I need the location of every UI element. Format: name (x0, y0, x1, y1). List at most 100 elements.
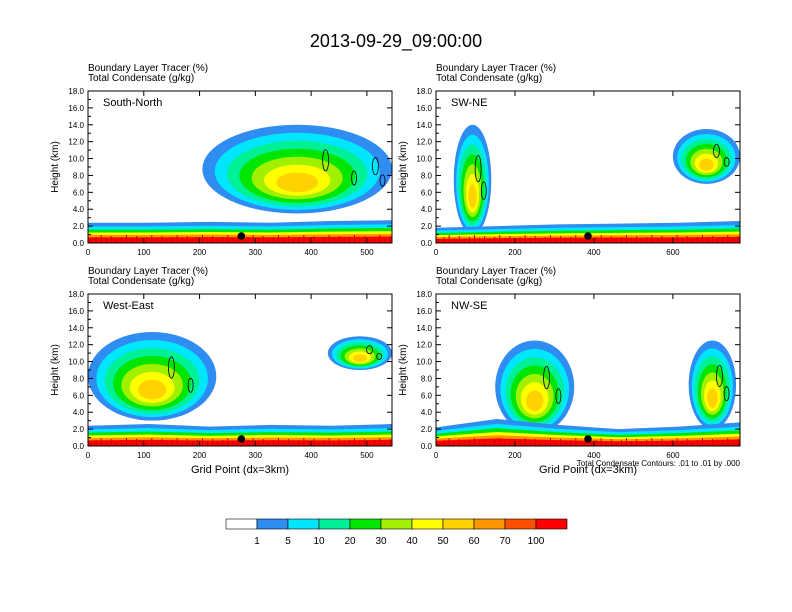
y-tick-label: 4.0 (73, 205, 85, 214)
panel-sw-ne: Boundary Layer Tracer (%)Total Condensat… (398, 63, 741, 257)
boundary-band (88, 439, 392, 446)
contour-line (351, 170, 357, 186)
y-tick-label: 2.0 (421, 425, 433, 434)
contour-line (480, 181, 487, 200)
y-tick-label: 16.0 (68, 104, 84, 113)
x-tick-label: 600 (666, 451, 680, 460)
panel-west-east: Boundary Layer Tracer (%)Total Condensat… (50, 266, 393, 476)
y-tick-label: 0.0 (421, 442, 433, 451)
x-tick-label: 400 (304, 451, 318, 460)
location-marker (237, 435, 246, 443)
x-axis-label: Grid Point (dx=3km) (191, 464, 289, 476)
x-tick-label: 100 (137, 451, 151, 460)
x-tick-label: 300 (249, 248, 263, 257)
x-tick-label: 100 (137, 248, 151, 257)
subtitle-condensate: Total Condensate (g/kg) (436, 73, 542, 84)
x-tick-label: 200 (508, 451, 522, 460)
y-tick-label: 14.0 (416, 324, 432, 333)
y-tick-label: 10.0 (416, 155, 432, 164)
y-tick-label: 2.0 (73, 222, 85, 231)
panel-title: NW-SE (451, 300, 487, 312)
y-tick-label: 10.0 (68, 155, 84, 164)
colorbar-swatch (504, 518, 537, 530)
y-tick-label: 16.0 (68, 307, 84, 316)
condensate-contours (322, 149, 386, 187)
contour-line (379, 174, 386, 187)
y-tick-label: 8.0 (421, 374, 433, 383)
colorbar-label: 100 (528, 536, 545, 547)
x-tick-label: 0 (434, 451, 439, 460)
cloud-layer (707, 388, 718, 408)
colorbar-label: 30 (375, 536, 387, 547)
colorbar-label: 5 (285, 536, 291, 547)
main-title: 2013-09-29_09:00:00 (309, 31, 483, 51)
y-tick-label: 18.0 (68, 87, 84, 96)
y-tick-label: 12.0 (416, 341, 432, 350)
y-tick-label: 16.0 (416, 307, 432, 316)
contour-line (187, 377, 194, 393)
cloud-feature-column (688, 340, 737, 430)
x-axis-label: Grid Point (dx=3km) (539, 464, 637, 476)
cloud-feature-anvil (202, 124, 392, 214)
y-tick-label: 14.0 (416, 121, 432, 130)
plot-area (436, 294, 740, 446)
colorbar-label: 20 (344, 536, 356, 547)
boundary-band (436, 236, 740, 243)
contour-line (713, 143, 720, 158)
x-tick-label: 600 (666, 248, 680, 257)
cloud-feature-column (495, 340, 575, 434)
contour-line (376, 353, 383, 360)
colorbar-swatch (411, 518, 444, 530)
cloud-feature-anvil (672, 129, 740, 184)
y-axis-label: Height (km) (398, 141, 409, 193)
x-tick-label: 200 (193, 451, 207, 460)
contour-line (322, 149, 330, 172)
x-tick-label: 0 (86, 248, 91, 257)
y-axis-label: Height (km) (398, 344, 409, 396)
panel-nw-se: Boundary Layer Tracer (%)Total Condensat… (398, 266, 741, 476)
subtitle-tracer: Boundary Layer Tracer (%) (88, 266, 208, 277)
plot-area (88, 294, 392, 446)
subtitle-condensate: Total Condensate (g/kg) (88, 276, 194, 287)
colorbar-label: 40 (406, 536, 418, 547)
colorbar-swatch (287, 518, 320, 530)
condensate-contours (167, 345, 383, 393)
contour-line (555, 388, 562, 405)
y-tick-label: 12.0 (68, 341, 84, 350)
colorbar-label: 50 (437, 536, 449, 547)
contour-line (723, 386, 730, 402)
colorbar-swatch (349, 518, 382, 530)
y-tick-label: 0.0 (421, 239, 433, 248)
y-tick-label: 8.0 (73, 171, 85, 180)
contour-line (716, 364, 723, 387)
y-tick-label: 8.0 (421, 171, 433, 180)
colorbar-label: 70 (499, 536, 511, 547)
y-tick-label: 18.0 (416, 290, 432, 299)
subtitle-tracer: Boundary Layer Tracer (%) (436, 266, 556, 277)
y-tick-label: 6.0 (421, 188, 433, 197)
boundary-layer (88, 424, 392, 446)
x-tick-label: 500 (360, 451, 374, 460)
y-tick-label: 18.0 (68, 290, 84, 299)
condensate-contours (474, 143, 730, 200)
cloud-feature-anvil (88, 332, 217, 421)
cloud-layer (276, 172, 319, 193)
subtitle-condensate: Total Condensate (g/kg) (88, 73, 194, 84)
colorbar-swatch (318, 518, 351, 530)
y-tick-label: 6.0 (73, 188, 85, 197)
contour-line (167, 356, 175, 379)
contour-line (474, 155, 482, 183)
plot-area (88, 91, 392, 243)
x-tick-label: 0 (86, 451, 91, 460)
colorbar-swatch (442, 518, 475, 530)
y-tick-label: 10.0 (416, 358, 432, 367)
y-tick-label: 4.0 (421, 408, 433, 417)
cloud-layer (526, 390, 544, 412)
location-marker (584, 232, 592, 240)
cloud-feature-column (453, 124, 492, 235)
boundary-layer (436, 221, 740, 243)
x-tick-label: 500 (360, 248, 374, 257)
y-tick-label: 0.0 (73, 442, 85, 451)
y-axis-label: Height (km) (50, 344, 61, 396)
contour-line (372, 157, 379, 176)
